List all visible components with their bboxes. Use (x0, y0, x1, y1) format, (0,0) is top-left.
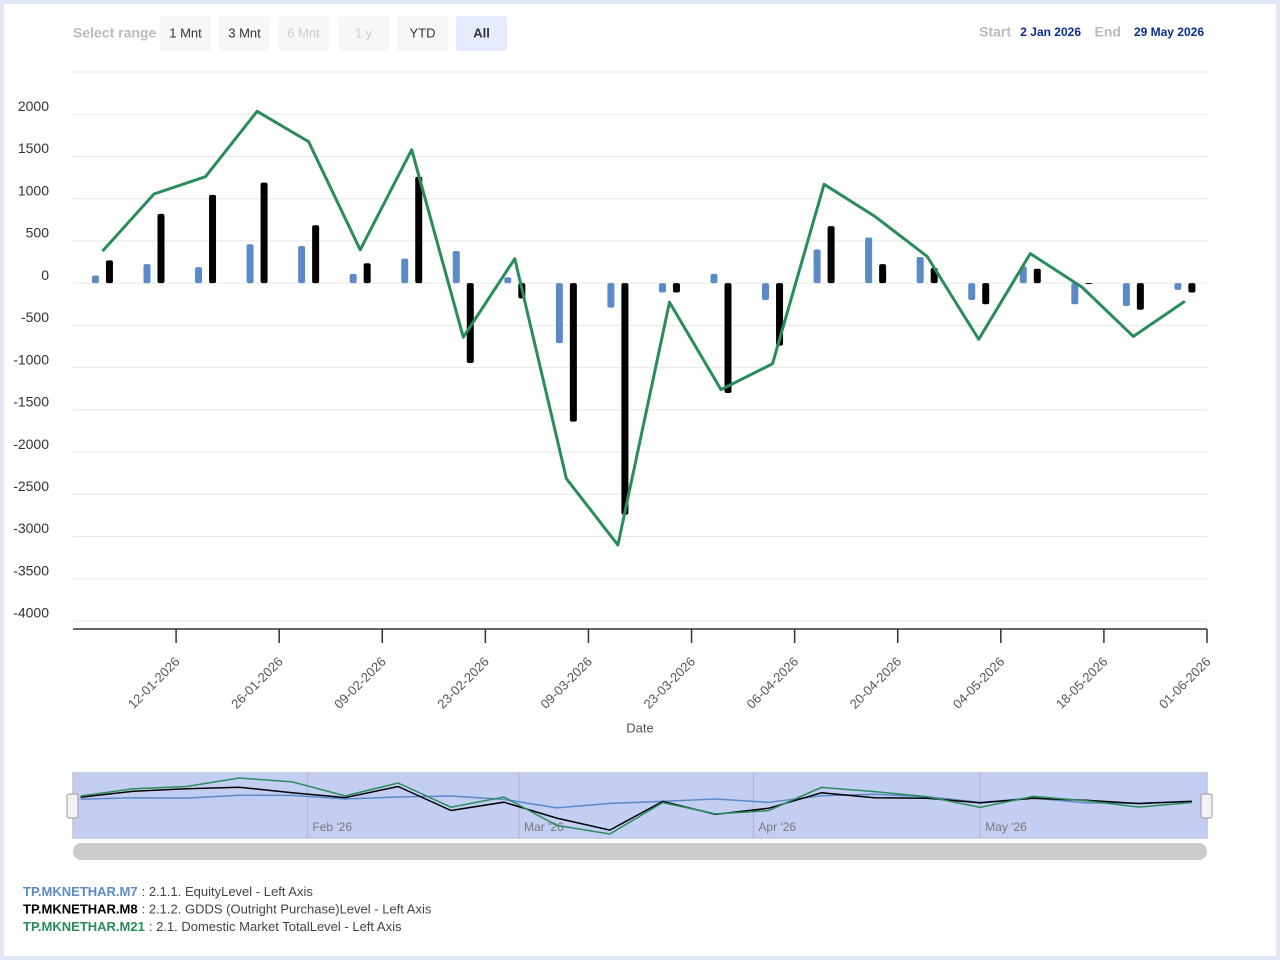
navigator-tick-label: Mar '26 (524, 820, 564, 834)
range-button-label[interactable]: All (473, 25, 490, 40)
legend-item: TP.MKNETHAR.M7 : 2.1.1. EquityLevel - Lef… (23, 884, 313, 899)
range-buttons: 1 Mnt 3 Mnt 6 Mnt 1 y YTD All (160, 16, 507, 51)
y-tick-label: 500 (26, 225, 50, 241)
range-button[interactable] (160, 16, 211, 51)
bar (762, 283, 770, 301)
navigator-tick-label: Apr '26 (758, 820, 796, 834)
bar (452, 251, 460, 284)
bar (504, 277, 512, 284)
range-button[interactable] (397, 16, 448, 51)
bar (555, 283, 563, 344)
bar (1071, 283, 1079, 305)
y-tick-label: -3000 (13, 520, 49, 536)
bar (621, 283, 629, 515)
bar (569, 283, 577, 422)
navigator-line (80, 785, 1192, 831)
bar (298, 245, 306, 284)
line (101, 109, 1186, 547)
y-tick-label: 2000 (18, 98, 49, 114)
bar (724, 283, 732, 393)
bar (1085, 283, 1093, 285)
bar (672, 283, 680, 293)
bar (209, 194, 217, 284)
bar (466, 283, 474, 363)
bar (1136, 283, 1144, 310)
y-tick-label: 0 (41, 267, 49, 283)
y-tick-label: -3500 (13, 562, 49, 578)
navigator-selection[interactable] (73, 773, 1207, 838)
bar (813, 249, 821, 284)
bar (401, 258, 409, 284)
range-button (278, 16, 329, 51)
legend: TP.MKNETHAR.M7 : 2.1.1. EquityLevel - Lef… (23, 884, 432, 934)
y-tick-label: 1000 (18, 182, 49, 198)
y-tick-label: -2000 (13, 436, 49, 452)
bar (710, 273, 718, 284)
legend-description: : 2.1.1. EquityLevel - Left Axis (142, 884, 314, 899)
navigator-handle[interactable] (66, 793, 79, 819)
range-button (338, 16, 389, 51)
bar (246, 244, 254, 284)
bar (91, 275, 99, 284)
bar (105, 260, 113, 284)
y-tick-label: -2500 (13, 478, 49, 494)
bar (349, 273, 357, 284)
range-button[interactable] (456, 16, 507, 51)
bar (658, 283, 666, 293)
end-label: End (1095, 24, 1121, 40)
bar (415, 176, 423, 284)
legend-description: : 2.1.2. GDDS (Outright Purchase)Level -… (142, 902, 432, 917)
bar (157, 213, 165, 284)
legend-description: : 2.1. Domestic Market TotalLevel - Left… (149, 919, 402, 934)
bar (1174, 283, 1182, 290)
bar (195, 267, 203, 284)
navigator-line (80, 777, 1192, 835)
range-button-label[interactable]: 3 Mnt (228, 25, 261, 40)
bar (312, 225, 320, 284)
bar (982, 283, 990, 305)
bar (865, 237, 873, 284)
y-tick-label: -500 (21, 309, 49, 325)
start-label: Start (979, 24, 1011, 40)
x-axis-title: Date (626, 720, 653, 735)
navigator-tick-label: Feb '26 (312, 820, 352, 834)
plot-area (91, 109, 1196, 547)
range-button-label: 1 y (355, 25, 373, 40)
bar (607, 283, 615, 308)
range-label: Select range (73, 25, 156, 41)
bar (1188, 283, 1196, 293)
end-date[interactable]: 29 May 2026 (1134, 25, 1204, 39)
bar (916, 256, 924, 284)
y-tick-label: 1500 (18, 140, 49, 156)
bar (1122, 283, 1130, 306)
legend-name[interactable]: TP.MKNETHAR.M21 (23, 919, 145, 934)
legend-item: TP.MKNETHAR.M21 : 2.1. Domestic Market To… (23, 919, 402, 934)
navigator-tick-label: May '26 (985, 820, 1027, 834)
y-tick-label: -1500 (13, 394, 49, 410)
y-tick-label: -4000 (13, 605, 49, 621)
scrollbar[interactable] (73, 843, 1207, 860)
bar (1033, 268, 1041, 284)
bar (363, 263, 371, 284)
legend-item: TP.MKNETHAR.M8 : 2.1.2. GDDS (Outright Pu… (23, 902, 432, 917)
range-button-label[interactable]: 1 Mnt (169, 25, 202, 40)
navigator-handle[interactable] (1200, 793, 1213, 819)
range-button[interactable] (219, 16, 270, 51)
navigator: Feb '26 Mar '26 Apr '26 May '26 (80, 773, 1192, 838)
legend-name[interactable]: TP.MKNETHAR.M8 (23, 902, 138, 917)
bar (143, 264, 151, 284)
range-button-label[interactable]: YTD (410, 25, 436, 40)
y-tick-label: -1000 (13, 351, 49, 367)
bar (968, 283, 976, 301)
range-button-label: 6 Mnt (287, 25, 320, 40)
bar (260, 182, 268, 284)
bar (827, 226, 835, 284)
start-date[interactable]: 2 Jan 2026 (1020, 25, 1081, 39)
legend-name[interactable]: TP.MKNETHAR.M7 (23, 884, 138, 899)
bar (879, 264, 887, 284)
